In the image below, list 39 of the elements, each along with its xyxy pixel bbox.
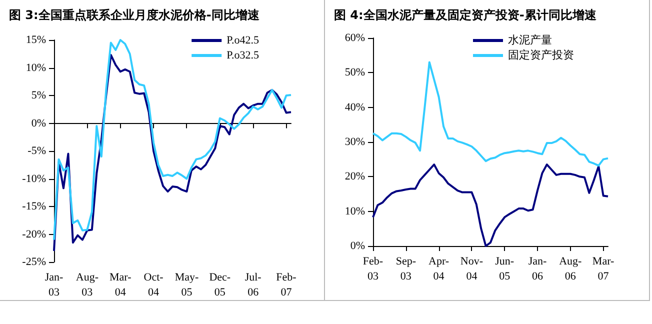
x-tick-label: Apr-04 — [428, 256, 450, 282]
x-tick-label: Jan-03 — [44, 272, 64, 298]
x-tick-label: Jun-05 — [495, 256, 514, 282]
legend-label: 水泥产量 — [508, 34, 552, 46]
chart-title: 图 3:全国重点联系企业月度水泥价格-同比增速 — [9, 8, 260, 22]
x-tick-label: Mar-04 — [109, 272, 132, 298]
chart-title: 图 4:全国水泥产量及固定资产投资-累计同比增速 — [334, 8, 598, 22]
y-tick-label: 15% — [26, 34, 46, 46]
y-tick-label: -20% — [22, 228, 46, 240]
x-tick-label: Aug-03 — [76, 272, 99, 298]
y-tick-label: 10% — [26, 62, 46, 74]
y-tick-label: -25% — [22, 256, 46, 268]
y-tick-label: -10% — [22, 172, 46, 185]
y-tick-label: 20% — [344, 170, 365, 183]
y-tick-label: 0% — [350, 240, 365, 252]
y-tick-label: -5% — [28, 145, 46, 157]
line-series — [372, 61, 609, 167]
legend-label: P.o32.5 — [226, 50, 260, 62]
x-tick-label: Dec-05 — [209, 272, 231, 298]
y-tick-label: 5% — [31, 90, 46, 102]
x-tick-label: Feb-03 — [362, 256, 384, 282]
y-tick-label: 0% — [31, 117, 46, 130]
x-tick-label: Sep-03 — [396, 256, 416, 282]
x-tick-label: Nov-04 — [460, 256, 484, 282]
x-tick-label: Feb-07 — [276, 272, 297, 298]
y-tick-label: 50% — [344, 66, 365, 79]
y-tick-label: 10% — [344, 205, 365, 218]
y-tick-label: 30% — [344, 136, 365, 148]
x-tick-label: May-05 — [174, 272, 199, 298]
x-tick-label: Jul-06 — [244, 272, 262, 298]
x-tick-label: Jan-06 — [528, 256, 547, 282]
x-tick-label: Mar-07 — [592, 256, 615, 282]
legend-label: P.o42.5 — [226, 34, 260, 46]
x-tick-label: Oct-04 — [144, 272, 164, 298]
y-tick-label: -15% — [22, 200, 46, 212]
legend-label: 固定资产投资 — [508, 48, 574, 62]
y-tick-label: 40% — [344, 101, 365, 114]
y-tick-label: 60% — [344, 32, 365, 44]
x-tick-label: Aug-06 — [559, 256, 582, 282]
